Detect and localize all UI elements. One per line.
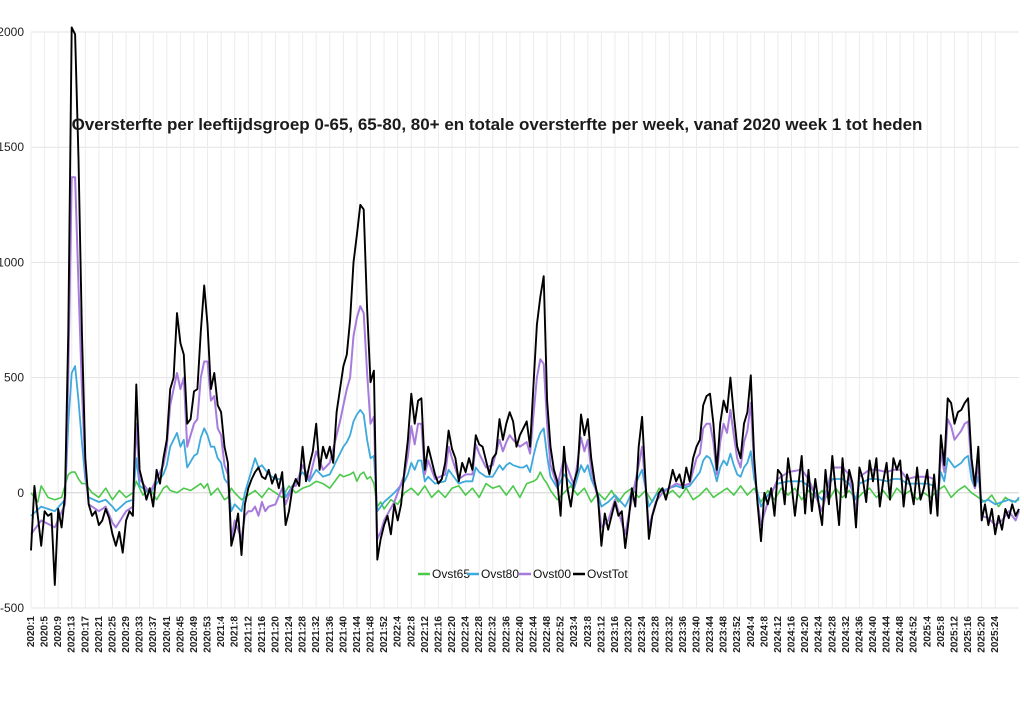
chart-title: Oversterfte per leeftijdsgroep 0-65, 65-… xyxy=(72,115,923,134)
x-tick-label: 2021:44 xyxy=(352,616,363,653)
x-axis-ticks: 2020:1 2020:5 2020:9 2020:13 2020:17 2020:21 2… xyxy=(26,616,1001,653)
series-lines xyxy=(30,26,1020,586)
legend-label-ovsttot: OvstTot xyxy=(587,567,628,581)
x-tick-label: 2022:4 xyxy=(393,616,404,648)
x-tick-label: 2021:36 xyxy=(325,616,336,653)
x-tick-label: 2024:36 xyxy=(854,616,865,653)
x-tick-label: 2025:20 xyxy=(977,616,988,653)
x-tick-label: 2022:32 xyxy=(488,616,499,653)
x-tick-label: 2023:12 xyxy=(596,616,607,653)
x-tick-label: 2023:4 xyxy=(569,616,580,648)
x-tick-label: 2020:5 xyxy=(40,616,51,648)
x-tick-label: 2024:8 xyxy=(759,616,770,648)
x-tick-label: 2023:36 xyxy=(678,616,689,653)
x-tick-label: 2021:52 xyxy=(379,616,390,653)
x-tick-label: 2024:48 xyxy=(895,616,906,653)
x-tick-label: 2024:28 xyxy=(827,616,838,653)
series-line-ovsttot xyxy=(30,26,1020,586)
y-tick-label: -500 xyxy=(0,601,24,615)
x-tick-label: 2022:44 xyxy=(528,616,539,653)
y-tick-label: 1500 xyxy=(0,140,24,154)
x-tick-label: 2021:24 xyxy=(284,616,295,653)
x-tick-label: 2020:17 xyxy=(80,616,91,653)
x-tick-label: 2020:21 xyxy=(94,616,105,653)
x-tick-label: 2020:33 xyxy=(135,616,146,653)
x-tick-label: 2023:32 xyxy=(664,616,675,653)
x-tick-label: 2020:25 xyxy=(107,616,118,653)
x-tick-label: 2022:24 xyxy=(461,616,472,653)
x-tick-label: 2024:4 xyxy=(746,616,757,648)
x-tick-label: 2021:40 xyxy=(338,616,349,653)
x-tick-label: 2020:13 xyxy=(67,616,78,653)
x-tick-label: 2025:4 xyxy=(922,616,933,648)
x-tick-label: 2021:48 xyxy=(366,616,377,653)
x-tick-label: 2020:9 xyxy=(53,616,64,648)
x-tick-label: 2022:16 xyxy=(433,616,444,653)
x-tick-label: 2022:20 xyxy=(447,616,458,653)
x-tick-label: 2024:12 xyxy=(773,616,784,653)
x-tick-label: 2025:12 xyxy=(949,616,960,653)
x-tick-label: 2022:52 xyxy=(556,616,567,653)
x-tick-label: 2020:29 xyxy=(121,616,132,653)
x-tick-label: 2023:52 xyxy=(732,616,743,653)
x-tick-label: 2020:45 xyxy=(175,616,186,653)
y-tick-label: 2000 xyxy=(0,25,24,39)
x-tick-label: 2022:40 xyxy=(515,616,526,653)
x-tick-label: 2021:20 xyxy=(270,616,281,653)
x-tick-label: 2020:41 xyxy=(162,616,173,653)
x-tick-label: 2023:28 xyxy=(651,616,662,653)
x-tick-label: 2020:37 xyxy=(148,616,159,653)
legend-label-ovst00: Ovst00 xyxy=(533,567,571,581)
x-tick-label: 2022:12 xyxy=(420,616,431,653)
x-tick-label: 2020:1 xyxy=(26,616,37,648)
x-tick-label: 2021:32 xyxy=(311,616,322,653)
x-tick-label: 2020:53 xyxy=(203,616,214,653)
x-tick-label: 2024:16 xyxy=(787,616,798,653)
x-tick-label: 2021:12 xyxy=(243,616,254,653)
x-tick-label: 2023:24 xyxy=(637,616,648,653)
x-tick-label: 2023:40 xyxy=(691,616,702,653)
x-tick-label: 2025:24 xyxy=(990,616,1001,653)
x-tick-label: 2021:8 xyxy=(230,616,241,648)
series-line-ovst80 xyxy=(30,365,1020,517)
x-tick-label: 2023:48 xyxy=(719,616,730,653)
x-tick-label: 2023:16 xyxy=(610,616,621,653)
legend-label-ovst65: Ovst65 xyxy=(432,567,470,581)
x-tick-label: 2024:32 xyxy=(841,616,852,653)
x-tick-label: 2022:28 xyxy=(474,616,485,653)
x-tick-label: 2023:8 xyxy=(583,616,594,648)
x-tick-label: 2024:40 xyxy=(868,616,879,653)
y-tick-label: 0 xyxy=(17,486,24,500)
x-tick-label: 2024:20 xyxy=(800,616,811,653)
x-tick-label: 2020:49 xyxy=(189,616,200,653)
x-tick-label: 2025:8 xyxy=(936,616,947,648)
y-axis-ticks: -500 0 500 1000 1500 2000 xyxy=(0,25,24,615)
x-tick-label: 2023:44 xyxy=(705,616,716,653)
x-tick-label: 2021:16 xyxy=(257,616,268,653)
x-tick-label: 2024:44 xyxy=(882,616,893,653)
x-tick-label: 2021:28 xyxy=(298,616,309,653)
x-tick-label: 2023:20 xyxy=(624,616,635,653)
x-tick-label: 2025:16 xyxy=(963,616,974,653)
legend: Ovst65 Ovst80 Ovst00 OvstTot xyxy=(418,567,628,581)
x-tick-label: 2021:4 xyxy=(216,616,227,648)
x-tick-label: 2022:8 xyxy=(406,616,417,648)
y-tick-label: 500 xyxy=(4,371,24,385)
y-tick-label: 1000 xyxy=(0,255,24,269)
series-line-ovst65 xyxy=(30,471,1020,510)
x-tick-label: 2024:52 xyxy=(909,616,920,653)
x-tick-label: 2022:36 xyxy=(501,616,512,653)
series-line-ovst00 xyxy=(30,176,1020,540)
x-tick-label: 2024:24 xyxy=(814,616,825,653)
x-tick-label: 2022:48 xyxy=(542,616,553,653)
legend-label-ovst80: Ovst80 xyxy=(481,567,519,581)
